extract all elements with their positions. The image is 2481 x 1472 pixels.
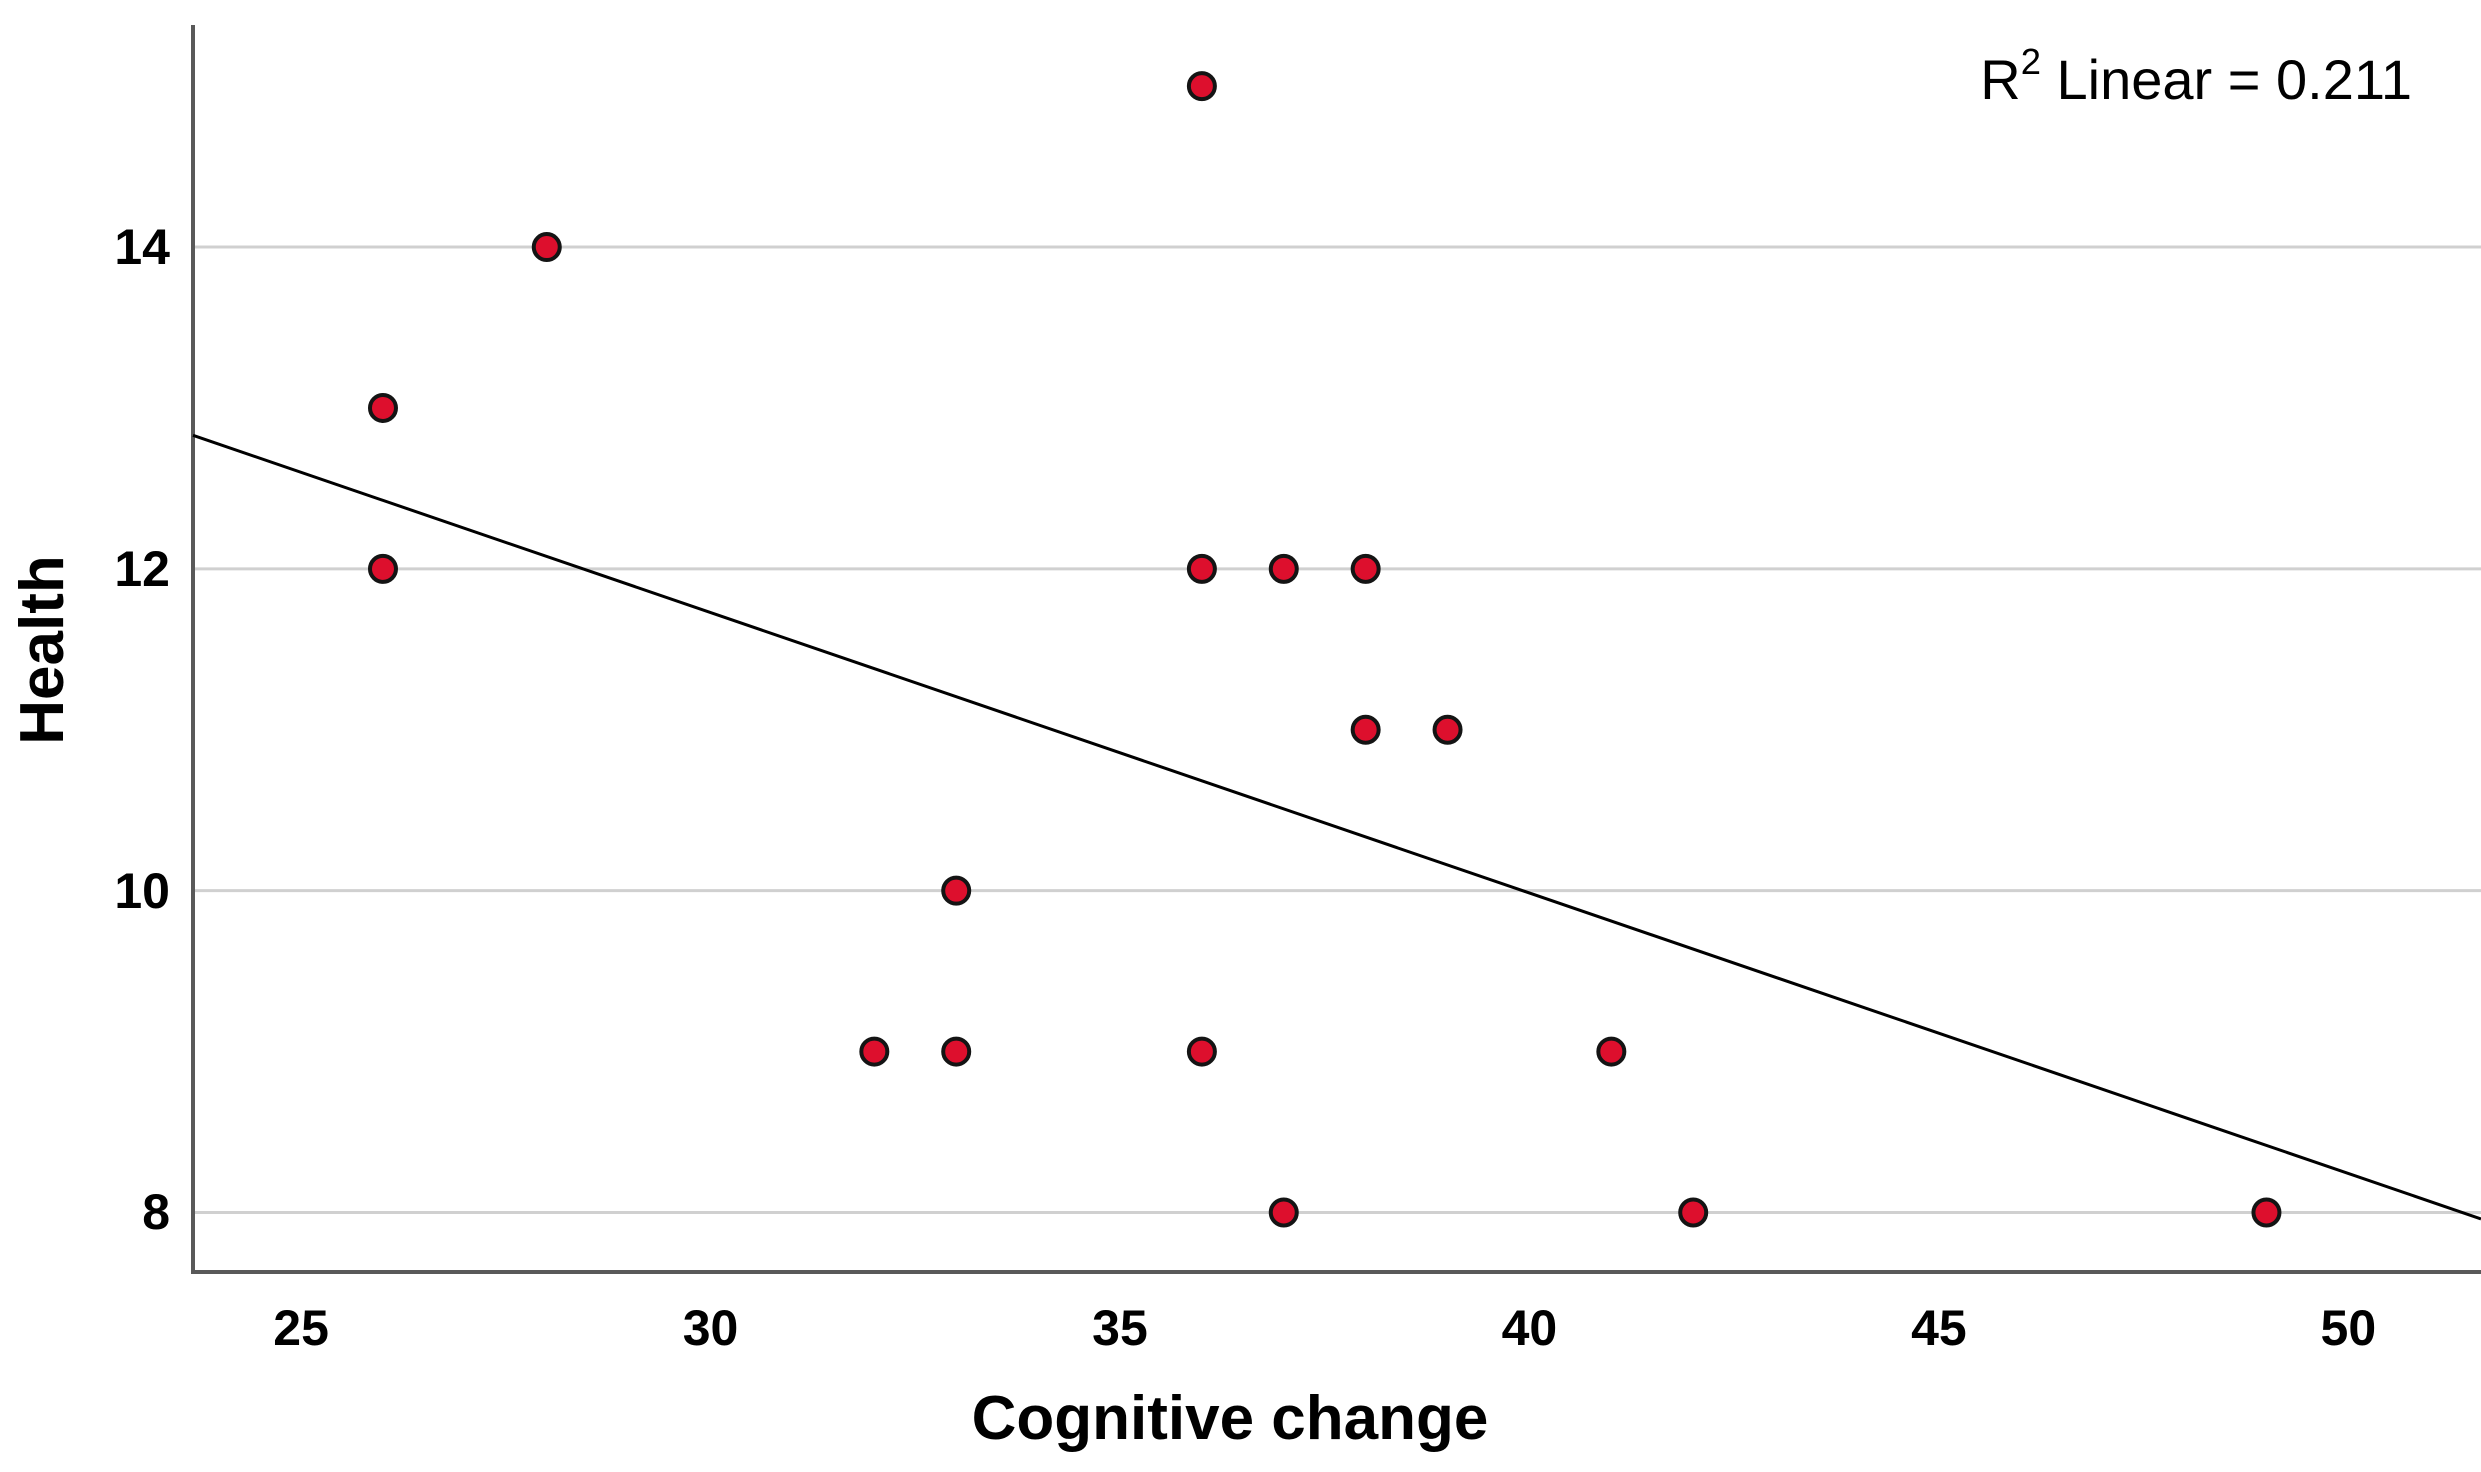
data-point <box>1186 1036 1217 1067</box>
y-tick-label-14: 14 <box>114 219 170 276</box>
r-squared-prefix: R <box>1980 48 2021 111</box>
data-point <box>367 553 398 584</box>
x-tick-label-30: 30 <box>682 1300 739 1356</box>
x-tick-label-50: 50 <box>2320 1300 2377 1356</box>
r-squared-text: Linear = 0.211 <box>2040 48 2412 111</box>
data-point <box>367 392 398 423</box>
x-tick-label-35: 35 <box>1092 1300 1148 1356</box>
r-squared-annotation: R2 Linear = 0.211 <box>1980 43 2412 112</box>
data-point <box>1186 553 1217 584</box>
x-tick-label-40: 40 <box>1501 1300 1558 1356</box>
x-tick-label-45: 45 <box>1911 1300 1967 1356</box>
y-tick-label-10: 10 <box>114 862 170 919</box>
y-tick-label-12: 12 <box>114 540 170 597</box>
data-point <box>1350 714 1381 745</box>
fit-line <box>192 433 2481 1221</box>
data-point <box>1350 553 1381 584</box>
data-point <box>1268 553 1299 584</box>
y-tick-label-8: 8 <box>142 1184 170 1241</box>
data-point <box>941 875 972 906</box>
data-point <box>1678 1197 1709 1228</box>
data-point <box>531 232 562 263</box>
data-point <box>859 1036 890 1067</box>
data-point <box>941 1036 972 1067</box>
x-tick-label-25: 25 <box>273 1300 329 1356</box>
data-point <box>1186 71 1217 102</box>
data-point <box>1268 1197 1299 1228</box>
data-point <box>1432 714 1463 745</box>
data-point <box>1596 1036 1627 1067</box>
y-axis-title: Health <box>8 555 77 745</box>
data-point <box>2251 1197 2282 1228</box>
x-axis-title: Cognitive change <box>971 1384 1489 1453</box>
r-squared-superscript: 2 <box>2020 40 2041 82</box>
